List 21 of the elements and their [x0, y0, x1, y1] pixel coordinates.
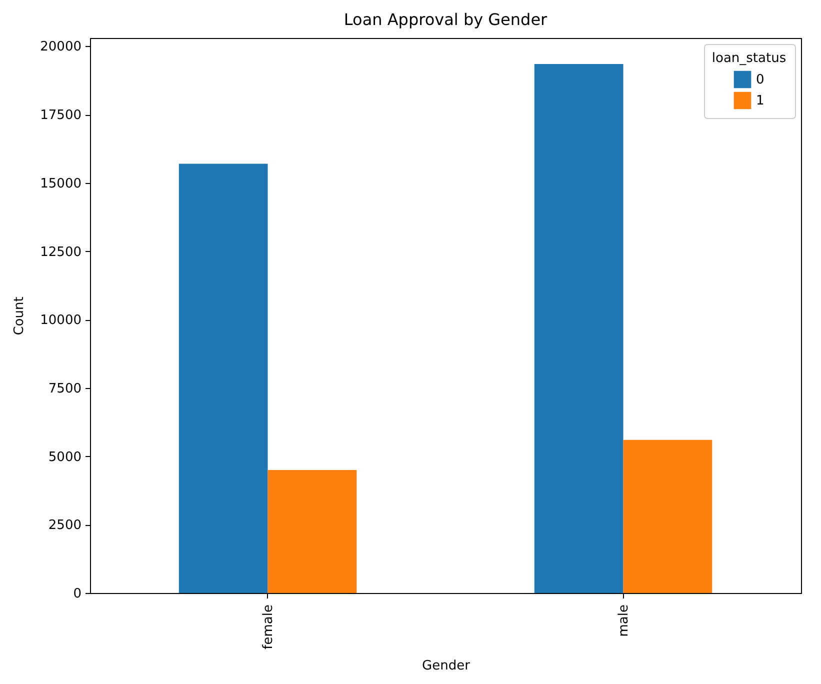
legend-title: loan_status [712, 51, 786, 66]
y-tick-label: 10000 [40, 313, 82, 328]
bar [268, 470, 357, 593]
legend-label: 0 [756, 72, 764, 88]
bar [178, 164, 268, 593]
chart-title: Loan Approval by Gender [344, 10, 548, 29]
y-tick-label: 12500 [40, 244, 82, 260]
y-tick-label: 2500 [48, 518, 82, 534]
y-axis-title: Count [12, 296, 28, 336]
y-tick-label: 17500 [40, 108, 82, 124]
x-tick-label: male [616, 604, 632, 637]
bar [623, 440, 712, 593]
x-tick-label: female [260, 604, 276, 650]
y-tick-label: 7500 [48, 381, 82, 396]
y-tick-label: 15000 [40, 176, 82, 192]
y-tick-label: 0 [73, 586, 82, 602]
legend-label: 1 [756, 94, 764, 108]
y-tick-label: 5000 [48, 450, 82, 465]
bar [534, 64, 624, 593]
x-axis-title: Gender [422, 658, 471, 674]
y-tick-label: 20000 [40, 40, 82, 55]
